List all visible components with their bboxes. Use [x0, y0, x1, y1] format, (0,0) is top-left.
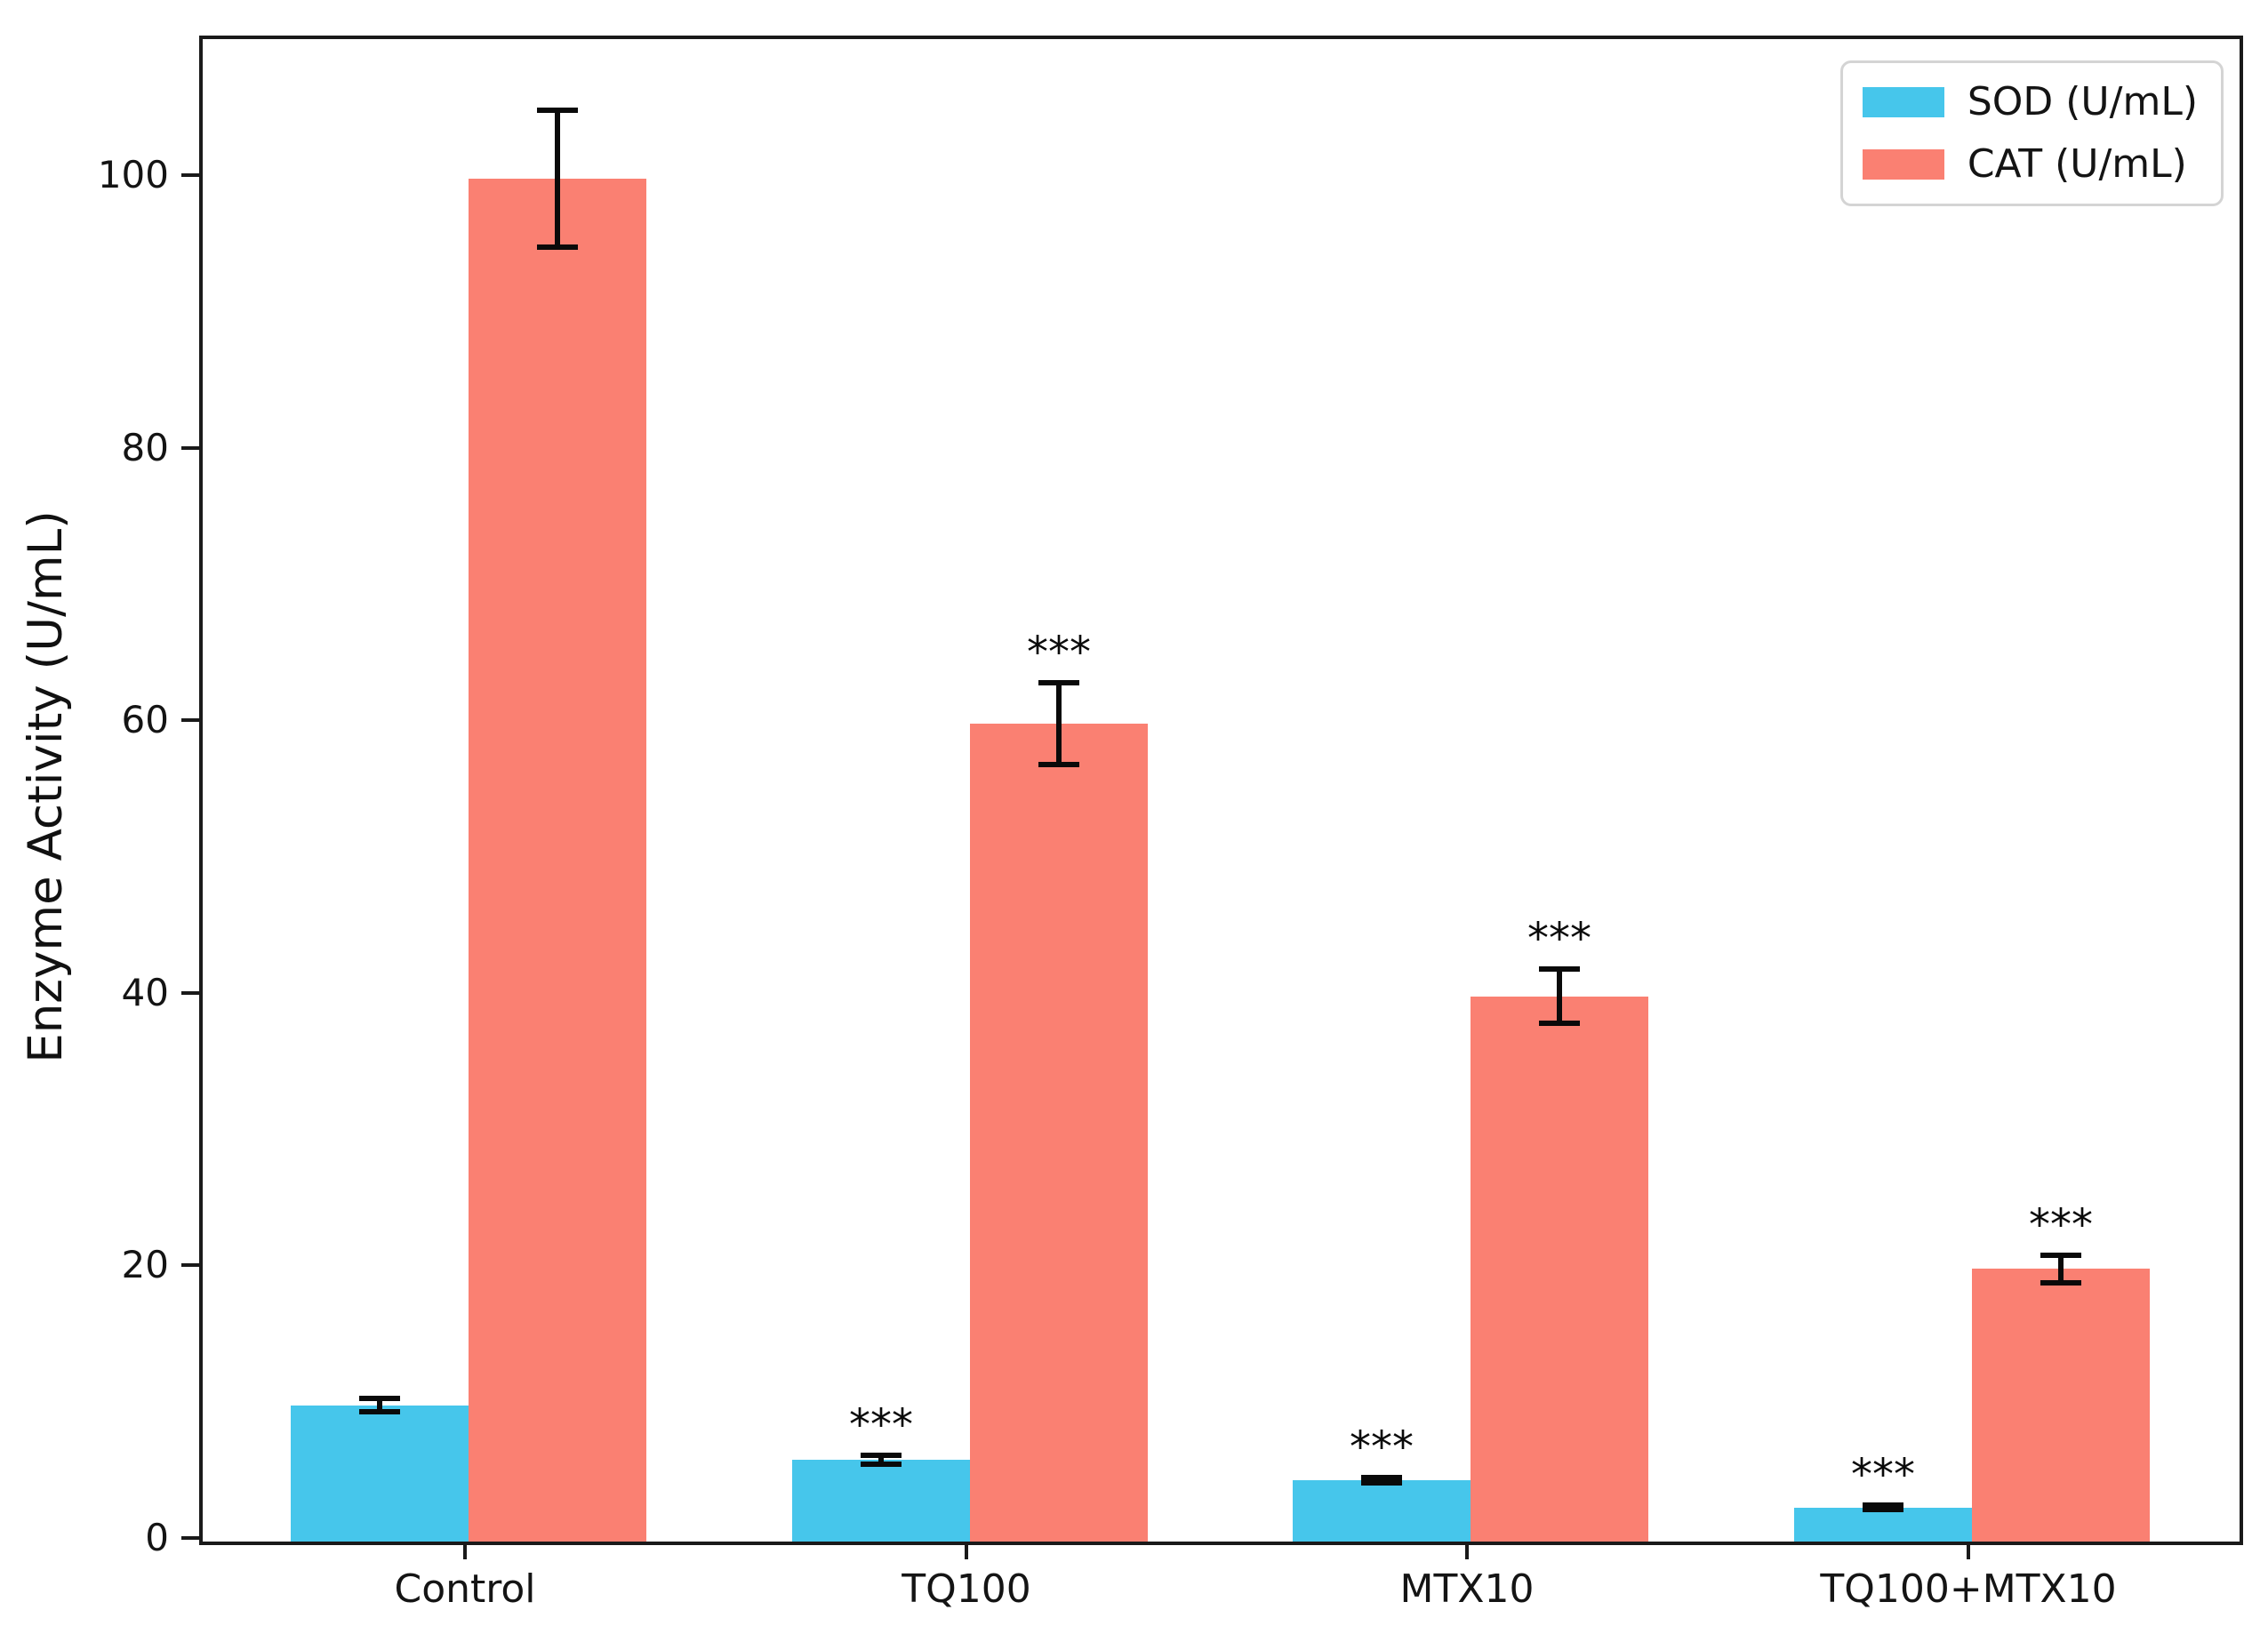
y-tick-label: 80 [121, 425, 169, 469]
error-bar-line [2058, 1255, 2064, 1283]
error-bar-cap-top [1038, 680, 1079, 686]
error-bar-cap-top [1539, 966, 1580, 973]
error-bar-line [555, 110, 560, 247]
legend-swatch-cat-icon [1862, 149, 1944, 180]
bar-cat-tq100+mtx10 [1972, 1269, 2150, 1542]
legend-label-sod: SOD (U/mL) [1967, 79, 2198, 124]
legend-label-cat: CAT (U/mL) [1967, 141, 2187, 187]
x-tick-label: MTX10 [1399, 1566, 1535, 1612]
x-tick-label: TQ100+MTX10 [1820, 1566, 2117, 1612]
y-tick-mark [181, 173, 199, 177]
error-bar-cap-top [2040, 1253, 2081, 1259]
y-tick-mark [181, 990, 199, 995]
significance-stars: *** [849, 1400, 913, 1451]
error-bar-cap-bottom [359, 1409, 400, 1415]
plot-area: SOD (U/mL) CAT (U/mL) *** *** *** *** *** *** [199, 36, 2243, 1545]
error-bar-cap-bottom [1038, 762, 1079, 768]
y-tick-label: 40 [121, 970, 169, 1014]
error-bar-cap-top [359, 1396, 400, 1402]
error-bar-cap-top [1361, 1474, 1402, 1480]
x-tick-mark [463, 1542, 467, 1559]
significance-stars: *** [2029, 1200, 2093, 1251]
significance-stars: *** [1851, 1450, 1915, 1501]
significance-stars: *** [1527, 914, 1591, 965]
error-bar-cap-bottom [1361, 1480, 1402, 1486]
error-bar-cap-bottom [537, 244, 578, 250]
error-bar-cap-top [537, 108, 578, 114]
legend-swatch-sod-icon [1862, 87, 1944, 117]
y-tick-label: 100 [97, 153, 169, 196]
bar-sod-tq100 [792, 1460, 970, 1542]
legend-item-sod: SOD (U/mL) [1862, 79, 2198, 125]
error-bar-line [377, 1398, 382, 1413]
error-bar-cap-bottom [861, 1461, 902, 1467]
bar-cat-control [469, 179, 646, 1542]
significance-stars: *** [1027, 628, 1091, 678]
bar-cat-tq100 [970, 724, 1148, 1542]
bar-sod-mtx10 [1293, 1480, 1471, 1542]
x-tick-mark [1967, 1542, 1970, 1559]
error-bar-cap-top [1863, 1502, 1903, 1509]
x-tick-label: TQ100 [902, 1566, 1031, 1612]
x-tick-mark [965, 1542, 968, 1559]
error-bar-line [1379, 1477, 1384, 1484]
x-tick-label: Control [394, 1566, 536, 1612]
error-bar-cap-bottom [2040, 1279, 2081, 1286]
error-bar-line [878, 1455, 884, 1464]
y-tick-mark [181, 1263, 199, 1268]
bar-sod-control [291, 1405, 469, 1542]
y-tick-label: 60 [121, 698, 169, 742]
y-tick-label: 20 [121, 1243, 169, 1287]
legend: SOD (U/mL) CAT (U/mL) [1839, 60, 2224, 206]
y-tick-mark [181, 1536, 199, 1540]
significance-stars: *** [1350, 1422, 1414, 1472]
error-bar-cap-bottom [1539, 1021, 1580, 1027]
legend-item-cat: CAT (U/mL) [1862, 141, 2198, 188]
y-tick-label: 0 [145, 1516, 169, 1559]
error-bar-line [1557, 969, 1562, 1024]
bar-cat-mtx10 [1471, 996, 1648, 1542]
y-axis-title: Enzyme Activity (U/mL) [19, 510, 73, 1063]
error-bar-line [1056, 683, 1062, 765]
error-bar-cap-bottom [1863, 1506, 1903, 1512]
y-tick-mark [181, 718, 199, 723]
y-tick-mark [181, 445, 199, 450]
x-tick-mark [1465, 1542, 1469, 1559]
error-bar-cap-top [861, 1453, 902, 1459]
bar-sod-tq100+mtx10 [1794, 1507, 1972, 1542]
